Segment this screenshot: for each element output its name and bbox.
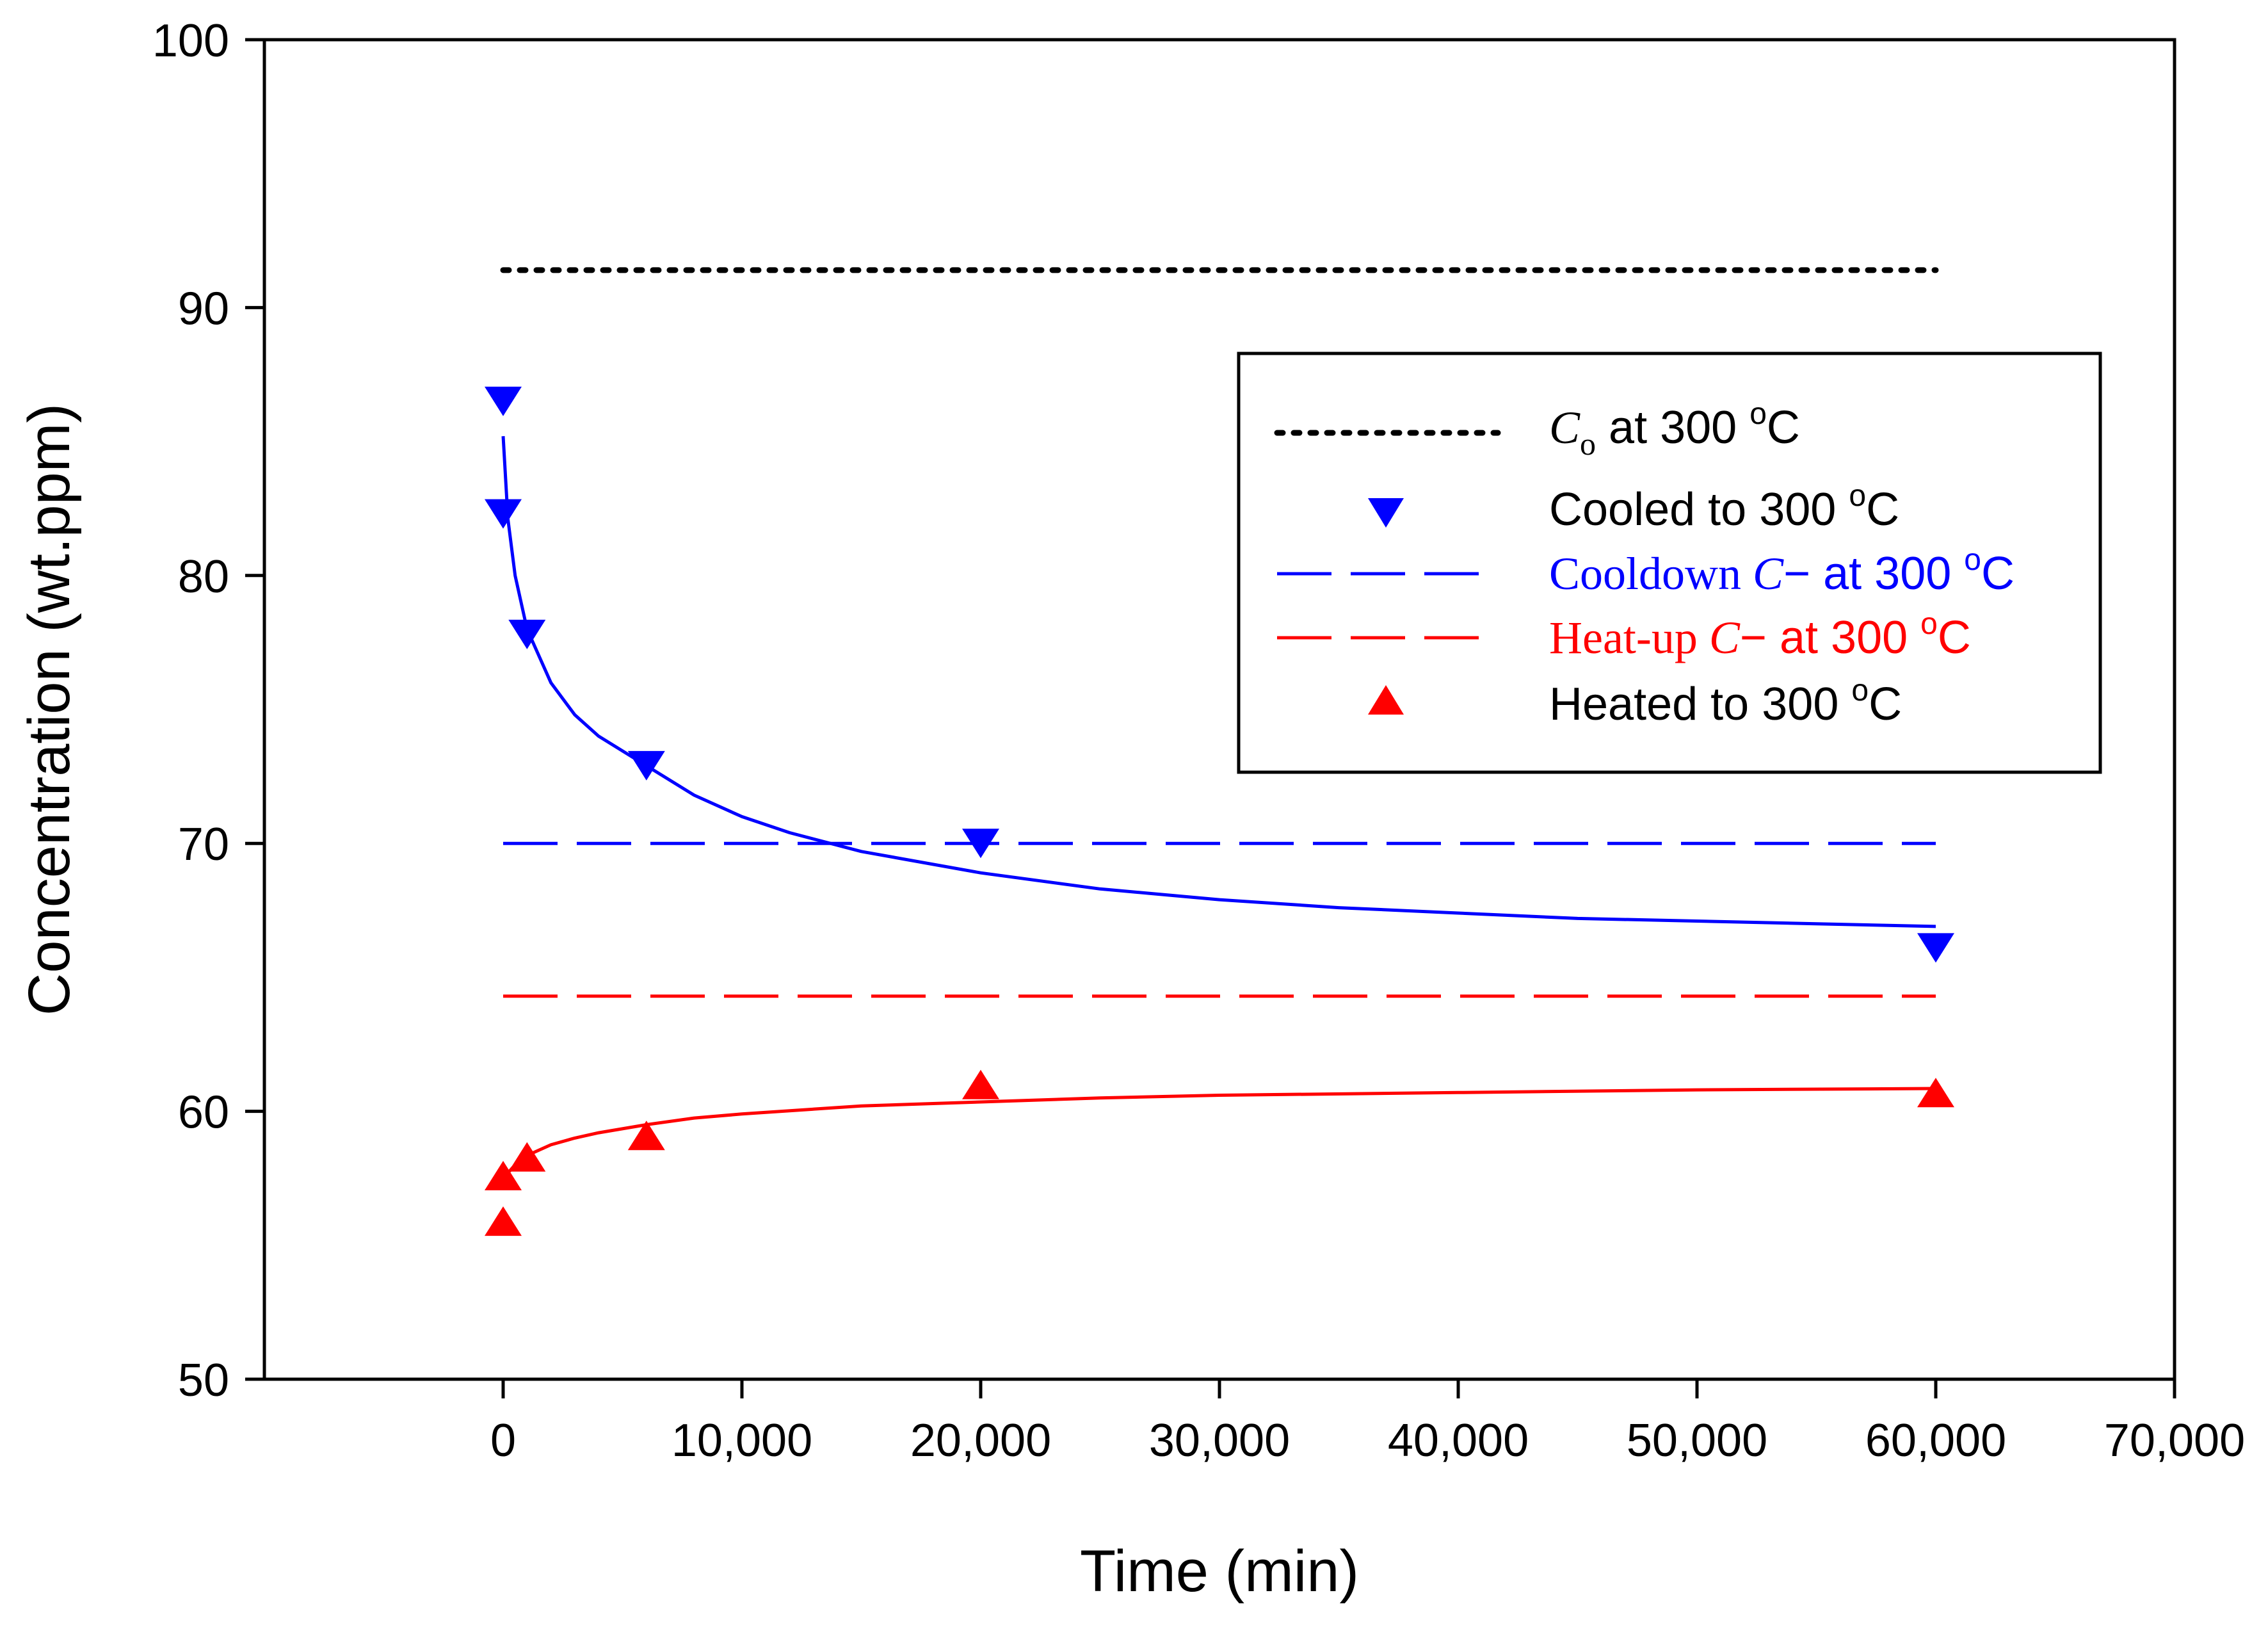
x-tick-label: 20,000 [910,1415,1051,1466]
x-tick-label: 50,000 [1627,1415,1767,1466]
y-tick-label: 80 [178,551,229,603]
legend-label-heatup: Heat-up C− at 300 oC [1549,607,1971,663]
series-layer [485,267,1954,1236]
point-cooled-to-300-c [485,499,522,529]
axis-ticks: 0 10,000 20,000 30,000 40,000 50,000 60,000 70,… [152,15,2245,1466]
legend-marker-heated [1368,685,1404,715]
y-axis-title: Concentration (wt.ppm) [17,403,82,1016]
x-tick-label: 10,000 [672,1415,812,1466]
y-tick-label: 90 [178,283,229,334]
point-cooled-to-300-c [485,386,522,416]
x-tick-label: 60,000 [1865,1415,2006,1466]
point-cooled-to-300-c [962,829,999,859]
y-tick-label: 60 [178,1087,229,1138]
point-heated-to-300-c [627,1121,665,1151]
point-cooled-to-300-c [627,750,665,781]
point-cooled-to-300-c [508,619,546,649]
x-tick-label: 70,000 [2104,1415,2245,1466]
legend: Co at 300 oC Cooled to 300 oC Cooldown C… [1237,352,2102,774]
point-heated-to-300-c [1917,1078,1954,1108]
curve-cooldown-fit [501,436,1936,928]
x-tick-label: 0 [490,1415,516,1466]
point-heated-to-300-c [962,1069,999,1099]
point-cooled-to-300-c [1917,933,1954,963]
y-tick-label: 70 [178,819,229,870]
legend-label-cooled: Cooled to 300 oC [1549,479,1899,535]
x-axis-title: Time (min) [1080,1539,1359,1604]
y-tick-label: 100 [152,15,229,67]
y-tick-label: 50 [178,1355,229,1406]
point-heated-to-300-c [485,1206,522,1236]
point-heated-to-300-c [508,1142,546,1172]
legend-label-co: Co at 300 oC [1549,397,1800,462]
legend-label-heated: Heated to 300 oC [1549,674,1902,730]
point-heated-to-300-c [485,1161,522,1191]
x-tick-label: 30,000 [1149,1415,1290,1466]
x-tick-label: 40,000 [1388,1415,1529,1466]
legend-marker-cooled [1368,498,1404,528]
legend-label-cooldown: Cooldown C− at 300 oC [1549,543,2015,599]
